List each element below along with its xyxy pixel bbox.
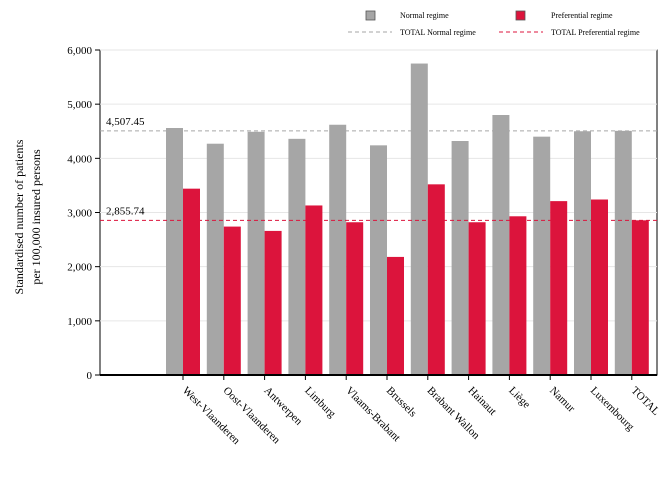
- bar-preferential: [550, 201, 568, 375]
- y-tick-label: 0: [87, 370, 93, 382]
- bar-normal: [451, 141, 469, 375]
- bar-normal: [574, 131, 591, 375]
- bar-normal: [247, 131, 265, 375]
- bar-preferential: [264, 230, 282, 375]
- legend-label-total-preferential: TOTAL Preferential regime: [551, 28, 640, 37]
- y-tick-label: 6,000: [67, 45, 92, 57]
- x-tick-label: TOTAL: [629, 385, 662, 418]
- legend: Normal regime Preferential regime TOTAL …: [348, 10, 640, 37]
- legend-label-preferential: Preferential regime: [551, 11, 613, 20]
- bar-normal: [370, 145, 387, 375]
- bar-preferential: [591, 199, 608, 375]
- x-tick-label: Namur: [547, 385, 577, 415]
- reference-label-total-preferential: 2,855.74: [106, 205, 145, 217]
- bar-normal: [614, 130, 632, 375]
- y-tick-label: 5,000: [67, 99, 92, 111]
- x-tick-label: Liège: [506, 385, 532, 411]
- legend-label-total-normal: TOTAL Normal regime: [400, 28, 476, 37]
- bar-preferential: [427, 184, 445, 375]
- legend-swatch-preferential: [515, 10, 526, 21]
- y-tick-label: 2,000: [67, 262, 92, 274]
- x-tick-label: Brussels: [384, 385, 419, 420]
- bar-preferential: [183, 188, 200, 375]
- bar-preferential: [387, 256, 404, 375]
- bar-normal: [206, 143, 224, 375]
- bar-preferential: [509, 216, 527, 375]
- bar-normal: [329, 124, 347, 375]
- bar-preferential: [346, 222, 364, 375]
- bar-normal: [410, 63, 428, 376]
- y-axis-title-line-1: Standardised number of patients: [12, 139, 26, 294]
- bar-normal: [288, 138, 306, 375]
- bar-preferential: [631, 220, 649, 375]
- x-tick-label: Antwerpen: [261, 385, 304, 428]
- y-tick-label: 1,000: [67, 316, 92, 328]
- legend-label-normal: Normal regime: [400, 11, 449, 20]
- bar-preferential: [223, 226, 241, 375]
- y-tick-label: 4,000: [67, 153, 92, 165]
- y-tick-label: 3,000: [67, 208, 92, 220]
- bar-normal: [492, 115, 510, 375]
- bar-normal: [533, 136, 551, 375]
- bar-normal: [166, 128, 183, 375]
- bar-preferential: [305, 205, 323, 375]
- legend-swatch-normal: [365, 10, 376, 21]
- x-tick-label: Limburg: [302, 385, 338, 421]
- bar-preferential: [468, 222, 486, 375]
- reference-label-total-normal: 4,507.45: [106, 116, 145, 128]
- x-tick-label: Hainaut: [465, 385, 498, 418]
- y-axis-title-line-2: per 100,000 insured persons: [29, 149, 43, 285]
